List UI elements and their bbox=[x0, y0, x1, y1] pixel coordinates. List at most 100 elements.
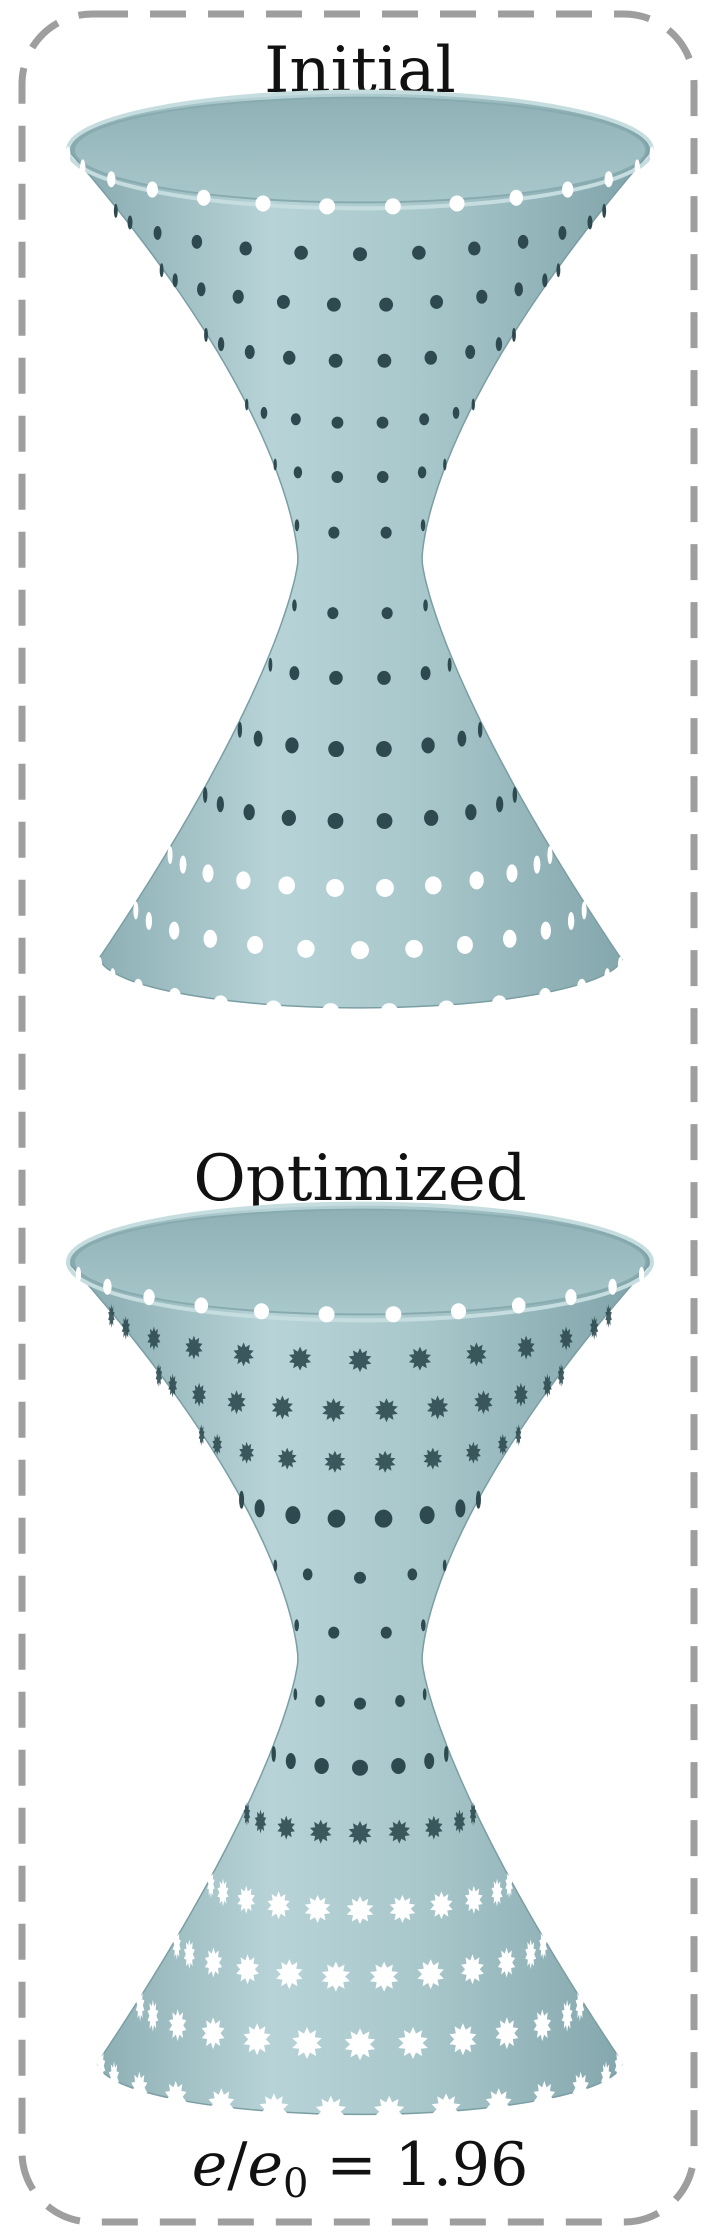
star-hole bbox=[277, 1447, 297, 1470]
round-hole bbox=[281, 809, 296, 826]
star-hole bbox=[388, 1819, 410, 1844]
round-hole bbox=[449, 195, 465, 212]
star-hole bbox=[321, 1961, 350, 1992]
round-hole bbox=[168, 988, 182, 1007]
star-hole bbox=[389, 1894, 416, 1923]
star-hole bbox=[236, 1954, 259, 1985]
round-hole bbox=[253, 1303, 270, 1320]
round-hole bbox=[327, 812, 344, 829]
star-hole bbox=[375, 1398, 398, 1423]
round-hole bbox=[278, 876, 296, 895]
star-hole bbox=[497, 1947, 516, 1978]
star-hole bbox=[605, 1304, 612, 1328]
star-hole bbox=[346, 1896, 374, 1925]
round-hole bbox=[290, 413, 301, 426]
energy-ratio-formula: e/e0 = 1.96 bbox=[192, 2130, 529, 2207]
star-hole bbox=[192, 1382, 206, 1407]
star-hole bbox=[539, 1929, 548, 1960]
metric-base: e bbox=[247, 2130, 283, 2200]
round-hole bbox=[405, 939, 423, 958]
round-hole bbox=[381, 607, 393, 620]
star-hole bbox=[271, 1395, 293, 1420]
star-hole bbox=[198, 1424, 205, 1446]
round-hole bbox=[380, 1626, 392, 1639]
round-hole bbox=[243, 804, 255, 821]
round-hole bbox=[604, 171, 613, 188]
round-hole bbox=[232, 289, 244, 304]
star-hole bbox=[466, 1441, 481, 1464]
round-hole bbox=[236, 871, 251, 890]
round-hole bbox=[191, 234, 203, 249]
round-hole bbox=[617, 956, 623, 975]
star-hole bbox=[96, 2049, 106, 2082]
star-hole bbox=[277, 1815, 295, 1840]
round-hole bbox=[285, 1506, 301, 1525]
round-hole bbox=[471, 398, 475, 411]
round-hole bbox=[540, 921, 551, 940]
star-hole bbox=[374, 1450, 396, 1473]
star-hole bbox=[147, 1999, 159, 2032]
star-hole bbox=[374, 2095, 405, 2128]
star-hole bbox=[207, 1870, 215, 1899]
round-hole bbox=[254, 1499, 265, 1518]
star-hole bbox=[344, 2028, 376, 2061]
round-hole bbox=[143, 1289, 155, 1306]
star-hole bbox=[121, 1315, 130, 1340]
round-hole bbox=[204, 327, 208, 342]
round-hole bbox=[212, 995, 229, 1014]
round-hole bbox=[302, 1568, 313, 1581]
star-hole bbox=[614, 2049, 624, 2082]
round-hole bbox=[97, 956, 103, 975]
star-hole bbox=[348, 1348, 372, 1373]
round-hole bbox=[113, 203, 118, 218]
round-hole bbox=[444, 1745, 449, 1762]
round-hole bbox=[202, 864, 214, 883]
round-hole bbox=[167, 846, 173, 865]
round-hole bbox=[239, 241, 252, 256]
round-hole bbox=[424, 350, 438, 365]
round-hole bbox=[533, 855, 541, 874]
round-hole bbox=[276, 294, 290, 309]
round-hole bbox=[514, 282, 523, 297]
round-hole bbox=[452, 406, 460, 419]
star-hole bbox=[292, 2027, 322, 2059]
round-hole bbox=[328, 741, 344, 758]
round-hole bbox=[562, 181, 574, 198]
round-hole bbox=[517, 234, 529, 249]
round-hole bbox=[380, 1003, 399, 1022]
star-hole bbox=[465, 1885, 483, 1914]
star-hole bbox=[453, 1809, 466, 1834]
round-hole bbox=[412, 245, 426, 260]
star-hole bbox=[348, 1821, 372, 1845]
star-hole bbox=[466, 1342, 487, 1367]
star-hole bbox=[289, 1346, 312, 1371]
round-hole bbox=[376, 878, 394, 897]
round-hole bbox=[294, 1619, 299, 1632]
round-hole bbox=[468, 241, 481, 256]
star-hole bbox=[267, 1891, 290, 1920]
round-hole bbox=[202, 786, 208, 803]
round-hole bbox=[638, 1266, 645, 1283]
round-hole bbox=[196, 189, 211, 206]
round-hole bbox=[547, 846, 553, 865]
round-hole bbox=[245, 398, 249, 411]
round-hole bbox=[506, 864, 518, 883]
round-hole bbox=[297, 939, 315, 958]
round-hole bbox=[502, 929, 517, 948]
round-hole bbox=[273, 458, 277, 471]
round-hole bbox=[271, 1745, 276, 1762]
star-hole bbox=[201, 2017, 225, 2050]
round-hole bbox=[285, 1753, 296, 1770]
round-hole bbox=[476, 289, 488, 304]
star-hole bbox=[398, 2027, 428, 2059]
initial-hyperboloid bbox=[65, 89, 655, 1022]
metric-equals: = bbox=[326, 2130, 376, 2200]
round-hole bbox=[133, 901, 139, 920]
round-hole bbox=[407, 1568, 418, 1581]
star-hole bbox=[572, 2071, 589, 2104]
round-hole bbox=[109, 968, 116, 987]
star-hole bbox=[505, 1870, 513, 1899]
star-hole bbox=[322, 1398, 345, 1423]
star-hole bbox=[212, 1433, 222, 1456]
round-hole bbox=[420, 519, 426, 532]
